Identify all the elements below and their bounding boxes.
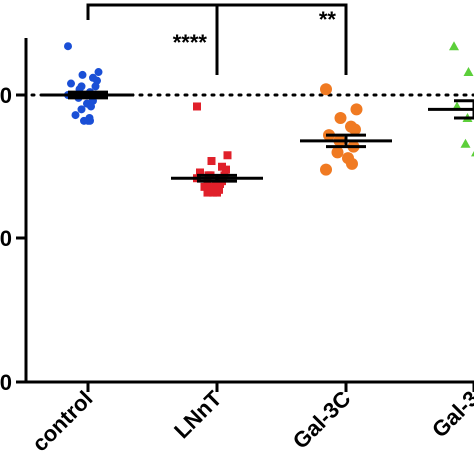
data-point-lnnt bbox=[196, 168, 204, 177]
y-tick-label: 0 bbox=[0, 226, 12, 251]
x-tick-label: Gal-3C bbox=[288, 386, 356, 454]
data-point-gal-3 bbox=[463, 67, 474, 77]
data-point-gal-3c bbox=[331, 146, 344, 159]
data-point-control bbox=[91, 82, 100, 91]
data-point-control bbox=[84, 116, 92, 125]
data-point-lnnt bbox=[223, 151, 232, 160]
data-point-control bbox=[94, 68, 103, 77]
data-point-lnnt bbox=[207, 157, 216, 166]
significance-label: ** bbox=[319, 7, 337, 32]
x-tick-label: control bbox=[27, 386, 97, 456]
data-point-gal-3 bbox=[460, 138, 471, 148]
data-point-control bbox=[67, 79, 75, 88]
significance-brackets bbox=[86, 3, 348, 75]
data-point-gal-3c bbox=[320, 163, 332, 176]
x-tick-label: Gal-3 bbox=[427, 386, 474, 443]
data-point-lnnt bbox=[206, 182, 215, 191]
mean-bars-layer bbox=[42, 90, 474, 183]
data-point-lnnt bbox=[213, 188, 221, 197]
data-point-control bbox=[64, 42, 72, 51]
data-point-lnnt bbox=[222, 165, 230, 174]
y-tick-label: 0 bbox=[0, 370, 12, 395]
significance-label: **** bbox=[173, 30, 208, 55]
y-tick-label: 0 bbox=[0, 83, 12, 108]
data-point-lnnt bbox=[203, 188, 212, 197]
data-point-gal-3c bbox=[334, 111, 347, 124]
data-point-control bbox=[71, 111, 80, 120]
data-point-lnnt bbox=[216, 179, 224, 188]
data-point-gal-3 bbox=[471, 150, 474, 157]
data-points-layer bbox=[64, 41, 474, 197]
data-point-gal-3 bbox=[449, 41, 459, 51]
significance-bracket bbox=[86, 3, 348, 75]
data-point-control bbox=[77, 105, 86, 114]
data-point-lnnt bbox=[193, 102, 201, 111]
data-point-gal-3c bbox=[349, 123, 361, 136]
data-point-gal-3c bbox=[350, 103, 363, 116]
data-point-gal-3c bbox=[346, 157, 358, 170]
data-point-control bbox=[87, 102, 95, 111]
data-point-gal-3c bbox=[320, 83, 332, 96]
axes bbox=[16, 38, 474, 392]
data-point-control bbox=[78, 70, 87, 79]
data-point-lnnt bbox=[200, 182, 209, 191]
x-tick-label: LNnT bbox=[169, 385, 227, 443]
